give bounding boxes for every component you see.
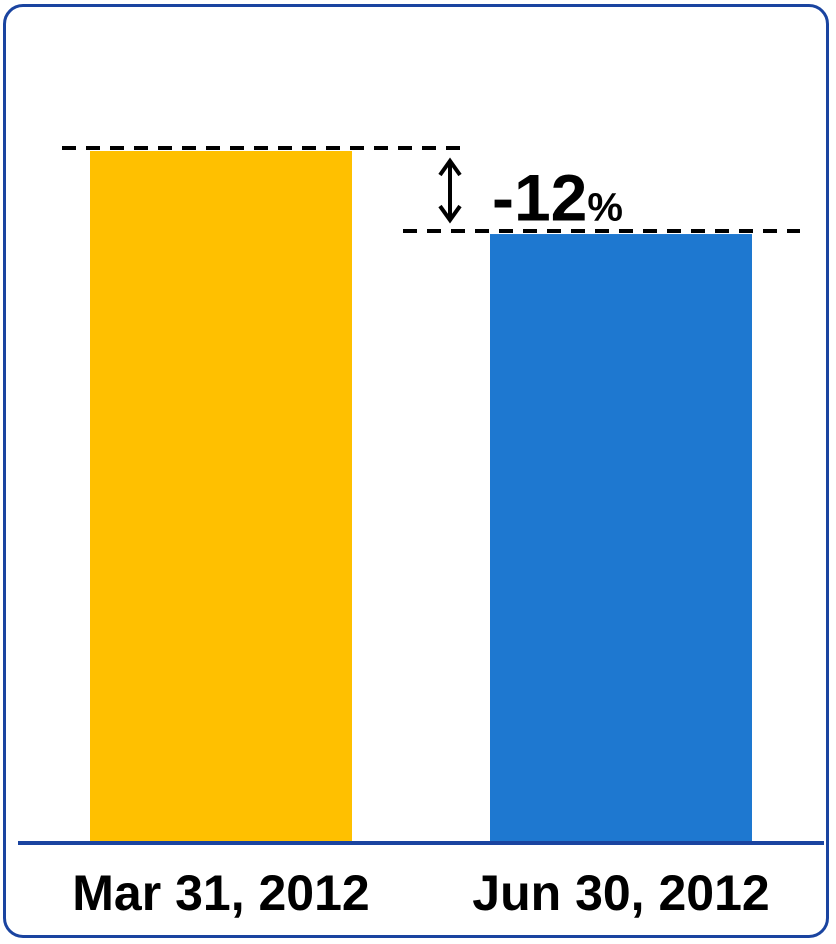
change-label: -12% bbox=[492, 161, 623, 235]
bar-1 bbox=[90, 151, 352, 843]
x-tick-label-2: Jun 30, 2012 bbox=[472, 865, 769, 921]
arrow-head-up-icon bbox=[438, 157, 462, 177]
change-annotation: -12% bbox=[62, 146, 800, 235]
change-unit: % bbox=[587, 186, 623, 230]
bars-group bbox=[90, 151, 752, 844]
change-value: -12 bbox=[492, 161, 587, 235]
arrow-head-down-icon bbox=[438, 204, 462, 224]
x-tick-label-1: Mar 31, 2012 bbox=[72, 865, 369, 921]
bar-2 bbox=[490, 234, 752, 844]
x-tick-labels: Mar 31, 2012 Jun 30, 2012 bbox=[72, 865, 769, 921]
